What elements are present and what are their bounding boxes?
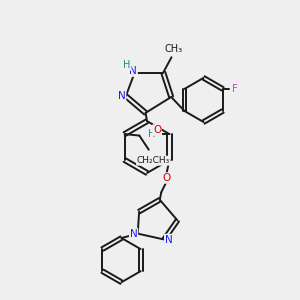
Text: CH₃: CH₃ <box>165 44 183 54</box>
Text: F: F <box>232 84 238 94</box>
Text: O: O <box>162 173 171 183</box>
Text: N: N <box>130 229 137 238</box>
Text: N: N <box>165 235 172 244</box>
Text: H: H <box>123 60 131 70</box>
Text: O: O <box>153 125 161 135</box>
Text: N: N <box>118 91 126 100</box>
Text: N: N <box>129 66 137 76</box>
Text: H: H <box>148 129 155 139</box>
Text: CH₂CH₃: CH₂CH₃ <box>136 156 170 165</box>
